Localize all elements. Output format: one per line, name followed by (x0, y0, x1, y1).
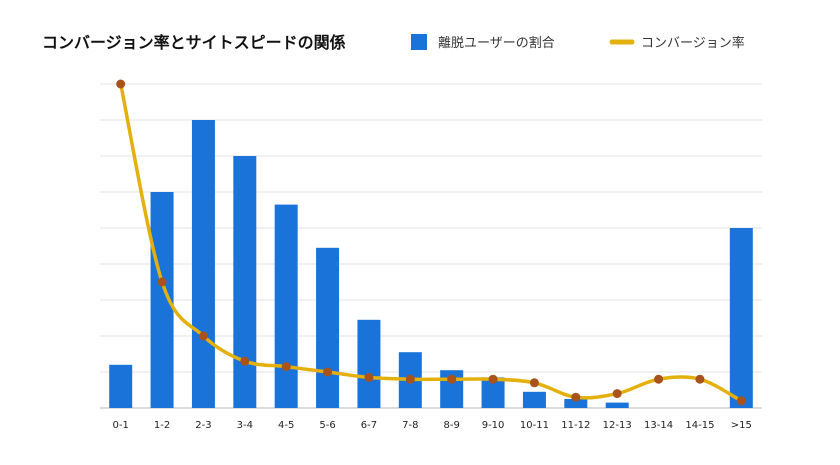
x-tick-label: 7-8 (402, 420, 418, 431)
chart-title: コンバージョン率とサイトスピードの関係 (42, 33, 346, 52)
line-point (695, 374, 705, 384)
x-tick-label: 0-1 (113, 420, 129, 431)
bar (274, 204, 298, 408)
bar (357, 319, 381, 408)
bar (481, 377, 505, 408)
x-tick-label: 6-7 (361, 420, 377, 431)
x-tick-label: 1-2 (154, 420, 170, 431)
bar (729, 228, 753, 408)
line-point (240, 356, 250, 366)
line-point (323, 367, 333, 377)
line-point (405, 374, 415, 384)
line-point (612, 389, 622, 399)
bar (564, 399, 588, 408)
x-tick-label: 14-15 (685, 420, 714, 431)
line-point (116, 79, 126, 89)
legend: 離脱ユーザーの割合 コンバージョン率 (411, 34, 745, 51)
bar (191, 120, 215, 408)
bar (150, 192, 174, 408)
x-tick-label: 2-3 (195, 420, 211, 431)
legend-label-line-series: コンバージョン率 (641, 35, 745, 51)
x-tick-label: 9-10 (482, 420, 505, 431)
x-tick-label: 4-5 (278, 420, 294, 431)
x-tick-label: 10-11 (520, 420, 549, 431)
line-point (654, 374, 664, 384)
x-tick-label: 3-4 (237, 420, 253, 431)
line-point (364, 372, 374, 382)
x-tick-label: 13-14 (644, 420, 673, 431)
legend-swatch-bar-series (411, 34, 427, 50)
line-point (281, 362, 291, 372)
bar (316, 247, 340, 408)
x-tick-label: >15 (731, 420, 752, 431)
line-point (736, 396, 746, 406)
x-tick-label: 8-9 (444, 420, 460, 431)
bar (605, 402, 629, 408)
line-point (488, 374, 498, 384)
bar (109, 364, 133, 408)
bar (233, 156, 257, 408)
x-tick-label: 12-13 (603, 420, 632, 431)
bar (522, 391, 546, 408)
line-series (116, 79, 746, 406)
x-tick-label: 11-12 (561, 420, 590, 431)
line-point (198, 331, 208, 341)
x-axis-ticks: 0-1 1-2 2-3 3-4 4-5 5-6 6-7 7-8 8-9 9-10 10-11 11-1… (113, 420, 752, 431)
line-point (157, 277, 167, 287)
line-point (529, 378, 539, 388)
line-point (571, 392, 581, 402)
legend-label-bar-series: 離脱ユーザーの割合 (438, 35, 555, 51)
line-point (447, 374, 457, 384)
x-tick-label: 5-6 (319, 420, 335, 431)
